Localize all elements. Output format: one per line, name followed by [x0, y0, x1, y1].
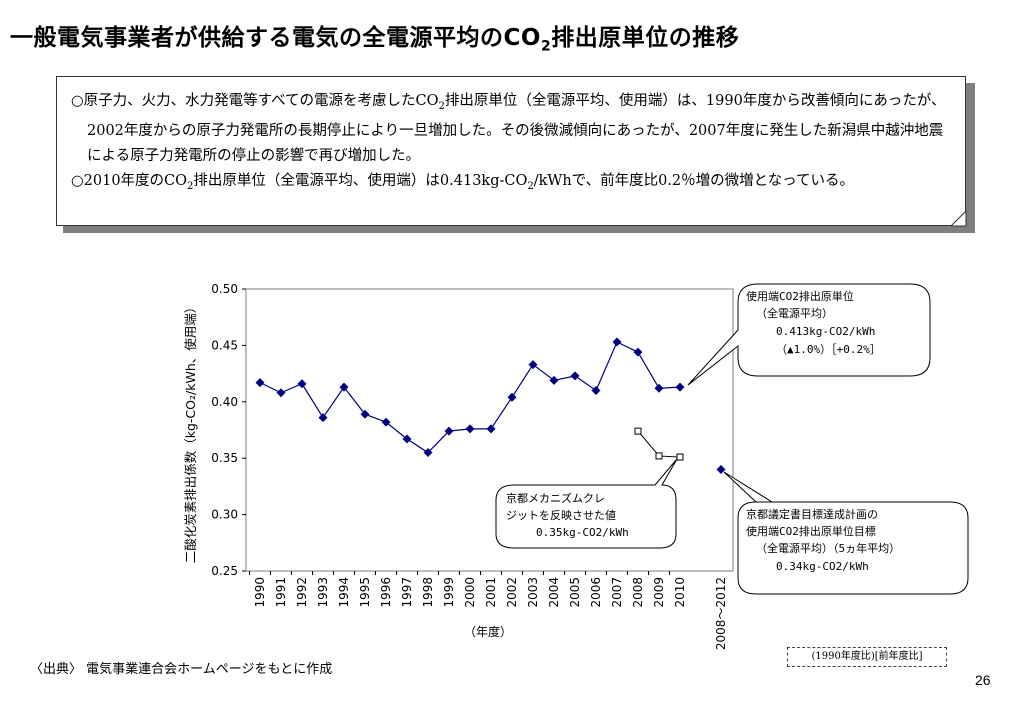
- callout-1-line-4: （▲1.0%）［+0.2%］: [776, 343, 881, 356]
- data-point-actual: [507, 392, 517, 402]
- x-tick-label: 1996: [379, 577, 393, 608]
- x-tick-label: 1992: [295, 577, 309, 608]
- callout-2-line-1: 京都メカニズムクレ: [506, 491, 605, 505]
- note-paragraph-1: ○原子力、火力、水力発電等すべての電源を考慮したCO2排出原単位（全電源平均、使…: [71, 93, 946, 164]
- y-tick-label: 0.25: [211, 564, 238, 578]
- data-point-actual: [675, 382, 685, 392]
- x-tick-label: 1991: [274, 577, 288, 608]
- data-point-actual: [591, 386, 601, 396]
- x-tick-label: 2007: [610, 577, 624, 608]
- callout-1-line-1: 使用端CO2排出原単位: [746, 289, 854, 303]
- x-tick-label: 2008: [631, 577, 645, 608]
- x-tick-label: 1997: [400, 577, 414, 608]
- callout-3-line-4: 0.34kg-CO2/kWh: [776, 560, 869, 573]
- callout-1-line-3: 0.413kg-CO2/kWh: [776, 325, 875, 338]
- data-point-actual: [549, 375, 559, 385]
- data-point-actual: [360, 409, 370, 419]
- data-point-actual: [465, 424, 475, 434]
- note-fold-corner: [951, 211, 967, 227]
- data-point-actual: [276, 388, 286, 398]
- data-point-kyoto: [676, 453, 684, 461]
- ratio-legend-note: (1990年度比)[前年度比]: [787, 647, 947, 667]
- data-point-actual: [423, 448, 433, 458]
- data-point-actual: [381, 417, 391, 427]
- page-title: 一般電気事業者が供給する電気の全電源平均のCO2排出原単位の推移: [10, 25, 740, 55]
- x-tick-label: 1995: [358, 577, 372, 608]
- x-tick-label: 1993: [316, 577, 330, 608]
- callout-balloon-2: 京都メカニズムクレ ジットを反映させた値 0.35kg-CO2/kWh: [495, 458, 678, 549]
- data-point-actual: [402, 434, 412, 444]
- callout-balloon-1: 使用端CO2排出原単位 （全電源平均） 0.413kg-CO2/kWh （▲1.…: [687, 283, 931, 386]
- y-tick-label: 0.40: [211, 395, 238, 409]
- callout-3-line-1: 京都議定書目標達成計画の: [746, 507, 878, 521]
- data-point-actual: [654, 383, 664, 393]
- data-point-actual: [297, 379, 307, 389]
- y-tick-label: 0.30: [211, 508, 238, 522]
- data-point-actual: [528, 360, 538, 370]
- y-tick-label: 0.50: [211, 282, 238, 296]
- x-tick-label: 2000: [463, 577, 477, 608]
- target-point: [716, 464, 726, 474]
- data-point-actual: [318, 413, 328, 423]
- data-point-actual: [633, 347, 643, 357]
- x-tick-label: 2001: [484, 577, 498, 608]
- x-tick-label: 1990: [253, 577, 267, 608]
- x-tick-label: 2005: [568, 577, 582, 608]
- callout-2-line-2: ジットを反映させた値: [506, 509, 616, 522]
- callout-3-line-2: 使用端CO2排出原単位目標: [746, 524, 876, 538]
- y-tick-label: 0.35: [211, 451, 238, 465]
- data-point-kyoto: [655, 452, 663, 460]
- x-tick-label: 2010: [673, 577, 687, 608]
- x-tick-label: 2002: [505, 577, 519, 608]
- y-axis-title: 二酸化炭素排出係数（kg-CO₂/kWh、使用端）: [183, 301, 198, 564]
- x-tick-label: 1994: [337, 577, 351, 608]
- y-tick-label: 0.45: [211, 338, 238, 352]
- x-tick-label: 2009: [652, 577, 666, 608]
- callout-2-line-3: 0.35kg-CO2/kWh: [536, 526, 629, 539]
- x-tick-label: 2004: [547, 577, 561, 608]
- x-axis-title: （年度）: [464, 624, 512, 639]
- note-paragraph-2: ○2010年度のCO2排出原単位（全電源平均、使用端）は0.413kg-CO2/…: [71, 172, 854, 192]
- callout-1-line-2: （全電源平均）: [756, 306, 833, 320]
- x-tick-label: 1998: [421, 577, 435, 608]
- x-tick-label: 2003: [526, 577, 540, 608]
- source-note: 〈出典〉 電気事業連合会ホームページをもとに作成: [30, 662, 333, 677]
- callout-3-line-3: （全電源平均）（5ヵ年平均）: [756, 541, 900, 555]
- data-point-actual: [255, 378, 265, 388]
- x-tick-label: 2006: [589, 577, 603, 608]
- data-point-actual: [570, 371, 580, 381]
- target-period-label: 2008～2012: [714, 577, 728, 650]
- page-number: 26: [975, 672, 991, 688]
- summary-note: ○原子力、火力、水力発電等すべての電源を考慮したCO2排出原単位（全電源平均、使…: [56, 76, 966, 226]
- x-tick-label: 1999: [442, 577, 456, 608]
- data-point-kyoto: [634, 427, 642, 435]
- data-point-actual: [612, 337, 622, 347]
- data-point-actual: [444, 426, 454, 436]
- data-point-actual: [339, 382, 349, 392]
- callout-balloon-3: 京都議定書目標達成計画の 使用端CO2排出原単位目標 （全電源平均）（5ヵ年平均…: [723, 471, 969, 595]
- data-point-actual: [486, 424, 496, 434]
